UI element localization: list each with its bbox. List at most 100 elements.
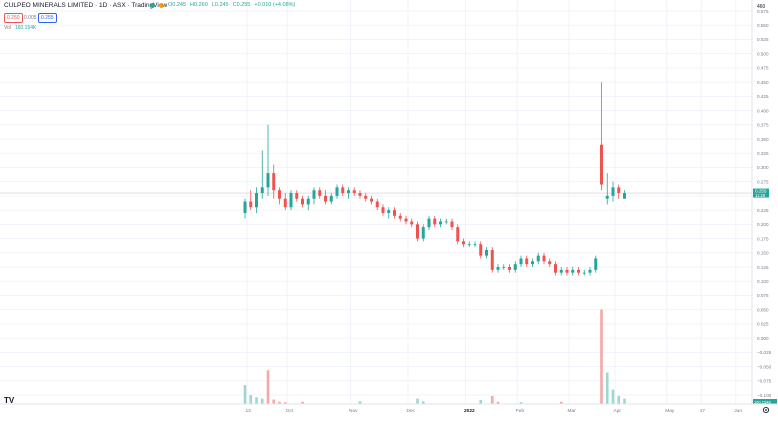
- candle: [462, 238, 465, 248]
- candle-body: [444, 221, 448, 223]
- candle-body: [255, 193, 258, 208]
- candle-body: [416, 224, 419, 239]
- candle: [588, 267, 592, 276]
- candle-body: [427, 218, 431, 228]
- candle-body: [387, 210, 391, 213]
- settings-gear-icon-ring: [762, 406, 770, 414]
- price-tick-label: 0.050: [757, 307, 769, 312]
- volume-bar: [272, 399, 276, 404]
- candle-body: [623, 193, 626, 199]
- price-tick-label: 0.225: [757, 208, 769, 213]
- candle: [519, 255, 523, 267]
- sell-button[interactable]: 0.250: [4, 13, 23, 23]
- candle-body: [605, 195, 609, 199]
- candle-body: [289, 193, 293, 208]
- candle: [594, 255, 598, 273]
- candle-body: [490, 249, 494, 270]
- candle: [249, 190, 253, 211]
- settings-gear-icon[interactable]: [762, 406, 770, 414]
- price-tick-label: 0.275: [757, 179, 769, 184]
- symbol-title[interactable]: CULPEO MINERALS LIMITED · 1D · ASX · Tra…: [4, 2, 168, 9]
- ohlc-legend: O0.245 H0.260 L0.245 C0.255 +0.010 (+4.0…: [150, 2, 295, 8]
- volume-badge: [753, 399, 777, 405]
- candle: [496, 264, 500, 273]
- buy-button[interactable]: 0.255: [38, 13, 57, 23]
- volume-bar: [283, 402, 287, 404]
- price-tick-label: 0.425: [757, 94, 769, 99]
- candle: [404, 215, 408, 225]
- candle-body: [571, 269, 575, 273]
- market-status-icon: [150, 2, 155, 8]
- candle: [416, 221, 419, 242]
- tradingview-logo[interactable]: TV: [4, 396, 15, 405]
- candle-body: [283, 198, 287, 208]
- candle-body: [456, 227, 460, 242]
- candle-body: [531, 261, 534, 265]
- candle-body: [473, 244, 477, 246]
- candle: [536, 252, 540, 265]
- time-axis-bg: [0, 404, 778, 416]
- candle-body: [318, 190, 322, 196]
- candle: [410, 218, 414, 228]
- time-tick-label: Nov: [349, 408, 358, 414]
- time-tick-label: Dec: [407, 408, 416, 414]
- candle: [433, 215, 437, 228]
- volume-bar: [301, 401, 304, 404]
- volume-bar: [519, 402, 523, 404]
- candle: [306, 195, 310, 211]
- price-tick-label: 0.475: [757, 66, 769, 71]
- candle-body: [404, 218, 408, 222]
- candle-body: [577, 269, 580, 273]
- time-tick-label: Apr: [614, 408, 622, 414]
- candle-body: [324, 195, 327, 202]
- candle-body: [306, 198, 310, 205]
- candle-body: [617, 187, 621, 194]
- candle: [364, 193, 368, 202]
- candle: [278, 187, 281, 205]
- volume-bar: [611, 389, 615, 404]
- volume-label: Vol: [4, 25, 11, 31]
- price-tick-label: −0.025: [757, 350, 772, 355]
- candle-body: [364, 195, 368, 199]
- candle-series: [243, 82, 626, 276]
- volume-bar: [623, 398, 626, 404]
- high-value: H0.260: [190, 2, 208, 8]
- candle: [548, 258, 552, 267]
- price-tick-label: 0.100: [757, 279, 769, 284]
- candle-body: [398, 215, 402, 219]
- candle-body: [312, 190, 316, 199]
- volume-bar: [416, 398, 419, 404]
- volume-bar: [605, 372, 609, 404]
- candle: [427, 215, 431, 231]
- candle: [266, 124, 270, 196]
- price-tick-label: 0.575: [757, 9, 769, 14]
- candle-body: [370, 198, 373, 202]
- candle: [600, 82, 603, 191]
- candle: [623, 190, 626, 199]
- spread-value: 0.005: [24, 15, 37, 21]
- grid: [0, 0, 752, 404]
- candle-body: [542, 255, 546, 262]
- time-tick-label: Jun: [734, 408, 742, 414]
- time-tick-label: 17: [700, 408, 706, 414]
- candle: [513, 261, 517, 273]
- candle: [571, 267, 575, 276]
- time-axis[interactable]: 13 Oct Nov Dec 2022 Feb Mar Apr May 17 Jun: [0, 403, 778, 416]
- candle: [490, 247, 494, 273]
- volume-bar: [255, 397, 258, 404]
- settings-gear-icon-hub: [765, 409, 767, 411]
- candle-body: [266, 173, 270, 188]
- candle: [312, 187, 316, 205]
- volume-badge-label: 160.154K: [754, 400, 771, 405]
- candle: [565, 267, 569, 276]
- candle-body: [301, 198, 304, 205]
- price-tick-label: 0.400: [757, 108, 769, 113]
- candle-body: [450, 221, 454, 228]
- time-tick-label: Feb: [516, 408, 525, 414]
- candle-body: [243, 201, 247, 213]
- candle: [479, 241, 483, 259]
- candle: [318, 187, 322, 199]
